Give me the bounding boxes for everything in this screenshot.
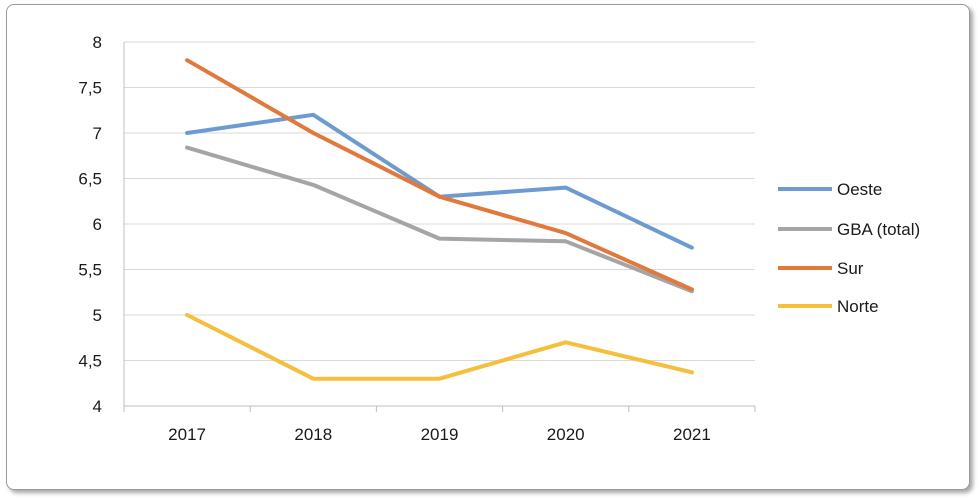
y-tick-label: 8: [93, 33, 102, 52]
x-tick-label: 2020: [547, 425, 585, 444]
y-tick-label: 6,5: [78, 170, 102, 189]
series-lines: [185, 58, 694, 381]
x-tick-label: 2019: [421, 425, 459, 444]
series-line-2: [185, 58, 694, 292]
legend-label: Oeste: [837, 180, 882, 199]
x-tick-label: 2021: [673, 425, 711, 444]
series-line-3: [185, 313, 694, 381]
y-axis-ticks: 8 7,5 7 6,5 6 5,5 5 4,5 4: [78, 33, 102, 416]
y-tick-label: 6: [93, 215, 102, 234]
legend-label: GBA (total): [837, 220, 920, 239]
y-tick-label: 4,5: [78, 352, 102, 371]
y-tick-label: 7: [93, 124, 102, 143]
chart-frame: [6, 4, 970, 490]
y-tick-label: 7,5: [78, 79, 102, 98]
x-tick-label: 2018: [294, 425, 332, 444]
axes: [123, 42, 756, 412]
legend-label: Norte: [837, 297, 879, 316]
series-line-0: [185, 112, 694, 250]
legend-label: Sur: [837, 259, 864, 278]
x-tick-label: 2017: [168, 425, 206, 444]
y-tick-label: 5: [93, 306, 102, 325]
gridlines: [124, 41, 755, 407]
y-tick-label: 5,5: [78, 261, 102, 280]
x-axis-ticks: 2017 2018 2019 2020 2021: [168, 425, 711, 444]
series-line-1: [185, 145, 694, 294]
legend: Oeste GBA (total) Sur Norte: [778, 180, 920, 316]
y-tick-label: 4: [93, 397, 102, 416]
